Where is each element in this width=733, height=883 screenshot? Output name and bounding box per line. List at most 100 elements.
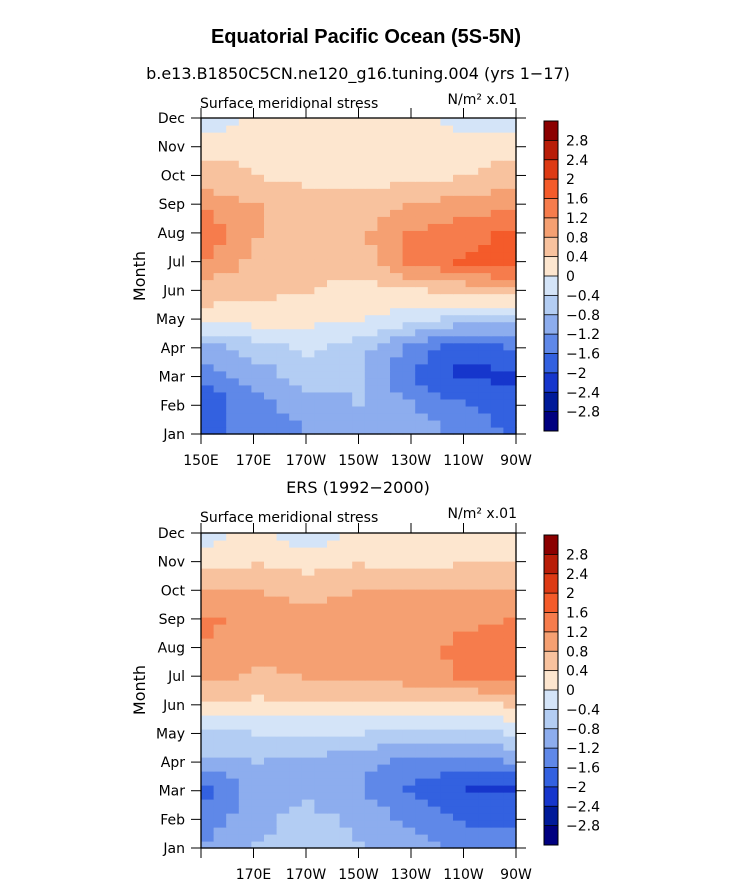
heatmap-cell — [415, 547, 429, 555]
heatmap-cell — [453, 307, 467, 316]
heatmap-cell — [352, 827, 366, 835]
heatmap-cell — [251, 708, 265, 716]
heatmap-cell — [427, 181, 441, 189]
heatmap-cell — [478, 335, 492, 344]
heatmap-cell — [402, 722, 416, 730]
heatmap-cell — [415, 589, 429, 597]
heatmap-cell — [377, 195, 391, 203]
heatmap-cell — [503, 778, 517, 786]
heatmap-cell — [301, 743, 315, 751]
heatmap-cell — [364, 792, 378, 800]
heatmap-cell — [314, 659, 328, 667]
heatmap-cell — [427, 370, 441, 379]
heatmap-cell — [226, 582, 240, 590]
heatmap-cell — [226, 209, 240, 217]
heatmap-cell — [415, 722, 429, 730]
heatmap-cell — [453, 377, 467, 386]
heatmap-cell — [402, 216, 416, 224]
heatmap-cell — [226, 575, 240, 583]
heatmap-cell — [364, 139, 378, 147]
heatmap-cell — [503, 181, 517, 189]
heatmap-cell — [238, 181, 252, 189]
heatmap-cell — [503, 272, 517, 281]
heatmap-cell — [213, 659, 227, 667]
heatmap-cell — [226, 561, 240, 569]
heatmap-cell — [503, 736, 517, 744]
heatmap-cell — [440, 589, 454, 597]
heatmap-cell — [402, 652, 416, 660]
heatmap-cell — [453, 708, 467, 716]
heatmap-cell — [415, 230, 429, 238]
heatmap-cell — [301, 568, 315, 576]
heatmap-cell — [327, 617, 341, 625]
heatmap-cell — [251, 384, 265, 393]
heatmap-cell — [490, 694, 504, 702]
heatmap-cell — [390, 146, 404, 154]
heatmap-cell — [440, 363, 454, 372]
heatmap-cell — [226, 370, 240, 379]
heatmap-cell — [377, 729, 391, 737]
heatmap-cell — [201, 673, 215, 681]
heatmap-cell — [478, 125, 492, 133]
heatmap-cell — [352, 209, 366, 217]
heatmap-cell — [364, 300, 378, 309]
heatmap-cell — [289, 405, 303, 414]
heatmap-cell — [238, 820, 252, 828]
heatmap-cell — [402, 321, 416, 330]
heatmap-cell — [327, 736, 341, 744]
heatmap-cell — [390, 582, 404, 590]
heatmap-cell — [226, 335, 240, 344]
heatmap-cell — [478, 617, 492, 625]
heatmap-cell — [301, 349, 315, 358]
heatmap-cell — [201, 391, 215, 400]
heatmap-cell — [364, 209, 378, 217]
heatmap-cell — [478, 827, 492, 835]
heatmap-cell — [201, 223, 215, 231]
heatmap-cell — [377, 188, 391, 196]
heatmap-cell — [276, 160, 290, 168]
heatmap-cell — [301, 209, 315, 217]
heatmap-cell — [339, 209, 353, 217]
heatmap-cell — [301, 582, 315, 590]
heatmap-cell — [264, 125, 278, 133]
heatmap-cell — [201, 680, 215, 688]
heatmap-cell — [478, 272, 492, 281]
heatmap-cell — [415, 328, 429, 337]
heatmap-cell — [327, 701, 341, 709]
heatmap-cell — [251, 645, 265, 653]
heatmap-cell — [201, 328, 215, 337]
heatmap-cell — [289, 547, 303, 555]
heatmap-cell — [465, 827, 479, 835]
heatmap-cell — [251, 771, 265, 779]
heatmap-cell — [226, 419, 240, 428]
heatmap-cell — [289, 412, 303, 421]
heatmap-cell — [503, 153, 517, 161]
heatmap-cell — [453, 694, 467, 702]
heatmap-cell — [503, 265, 517, 274]
heatmap-cell — [301, 335, 315, 344]
heatmap-cell — [377, 370, 391, 379]
heatmap-cell — [415, 251, 429, 260]
heatmap-cell — [503, 666, 517, 674]
heatmap-cell — [213, 349, 227, 358]
heatmap-cell — [339, 533, 353, 541]
heatmap-cell — [289, 209, 303, 217]
heatmap-cell — [440, 638, 454, 646]
heatmap-cell — [402, 624, 416, 632]
heatmap-cell — [213, 533, 227, 541]
heatmap-cell — [264, 729, 278, 737]
heatmap-cell — [427, 603, 441, 611]
heatmap-cell — [490, 370, 504, 379]
heatmap-cell — [314, 384, 328, 393]
heatmap-cell — [264, 188, 278, 196]
heatmap-cell — [289, 666, 303, 674]
heatmap-cell — [238, 533, 252, 541]
heatmap-cell — [453, 722, 467, 730]
heatmap-cell — [213, 582, 227, 590]
heatmap-cell — [377, 547, 391, 555]
heatmap-cell — [390, 118, 404, 126]
heatmap-cell — [327, 160, 341, 168]
heatmap-cell — [301, 160, 315, 168]
heatmap-cell — [490, 307, 504, 316]
